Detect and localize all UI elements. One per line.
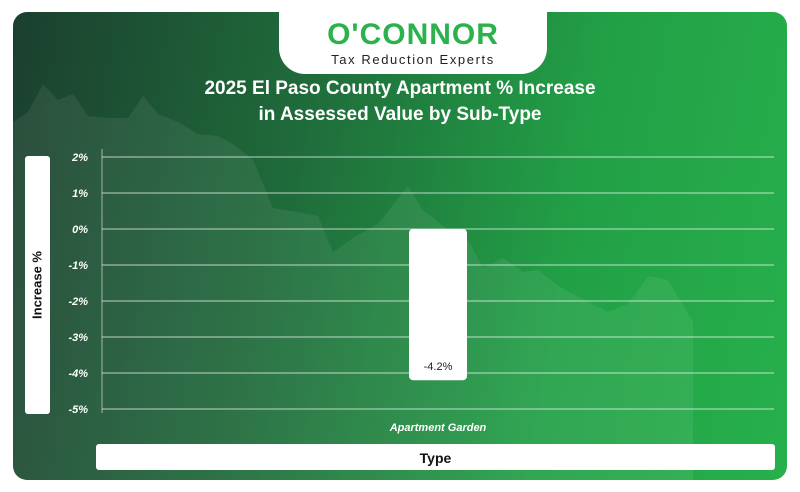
- logo-tab: O'CONNOR Tax Reduction Experts: [279, 12, 547, 74]
- y-tick-label: -3%: [68, 332, 88, 344]
- y-tick-label: 2%: [71, 152, 88, 164]
- x-axis-label-box: Type: [96, 444, 775, 470]
- y-tick-label: -4%: [68, 368, 88, 380]
- bar-data-label: -4.2%: [424, 361, 453, 373]
- y-axis-label-box: [25, 156, 50, 414]
- x-axis-label: Type: [419, 450, 452, 466]
- x-axis-categories: Apartment Garden: [389, 422, 487, 434]
- y-tick-label: -5%: [68, 404, 88, 416]
- x-category-label: Apartment Garden: [389, 422, 487, 434]
- chart-card: O'CONNOR Tax Reduction Experts: [13, 12, 787, 480]
- chart-title-line-2: in Assessed Value by Sub-Type: [258, 104, 542, 125]
- y-tick-label: 1%: [72, 188, 88, 200]
- y-axis-ticks: 2% 1% 0% -1% -2% -3% -4% -5%: [68, 152, 88, 416]
- brand-logo-wordmark: O'CONNOR: [327, 18, 499, 51]
- bar-apartment-garden: [409, 229, 467, 381]
- y-tick-label: 0%: [72, 224, 88, 236]
- brand-tagline: Tax Reduction Experts: [331, 52, 495, 67]
- y-tick-label: -2%: [68, 296, 88, 308]
- background-mountain-graphic: [13, 84, 693, 480]
- y-tick-label: -1%: [68, 260, 88, 272]
- chart-title-line-1: 2025 El Paso County Apartment % Increase: [204, 78, 596, 99]
- bars: -4.2%: [409, 229, 467, 381]
